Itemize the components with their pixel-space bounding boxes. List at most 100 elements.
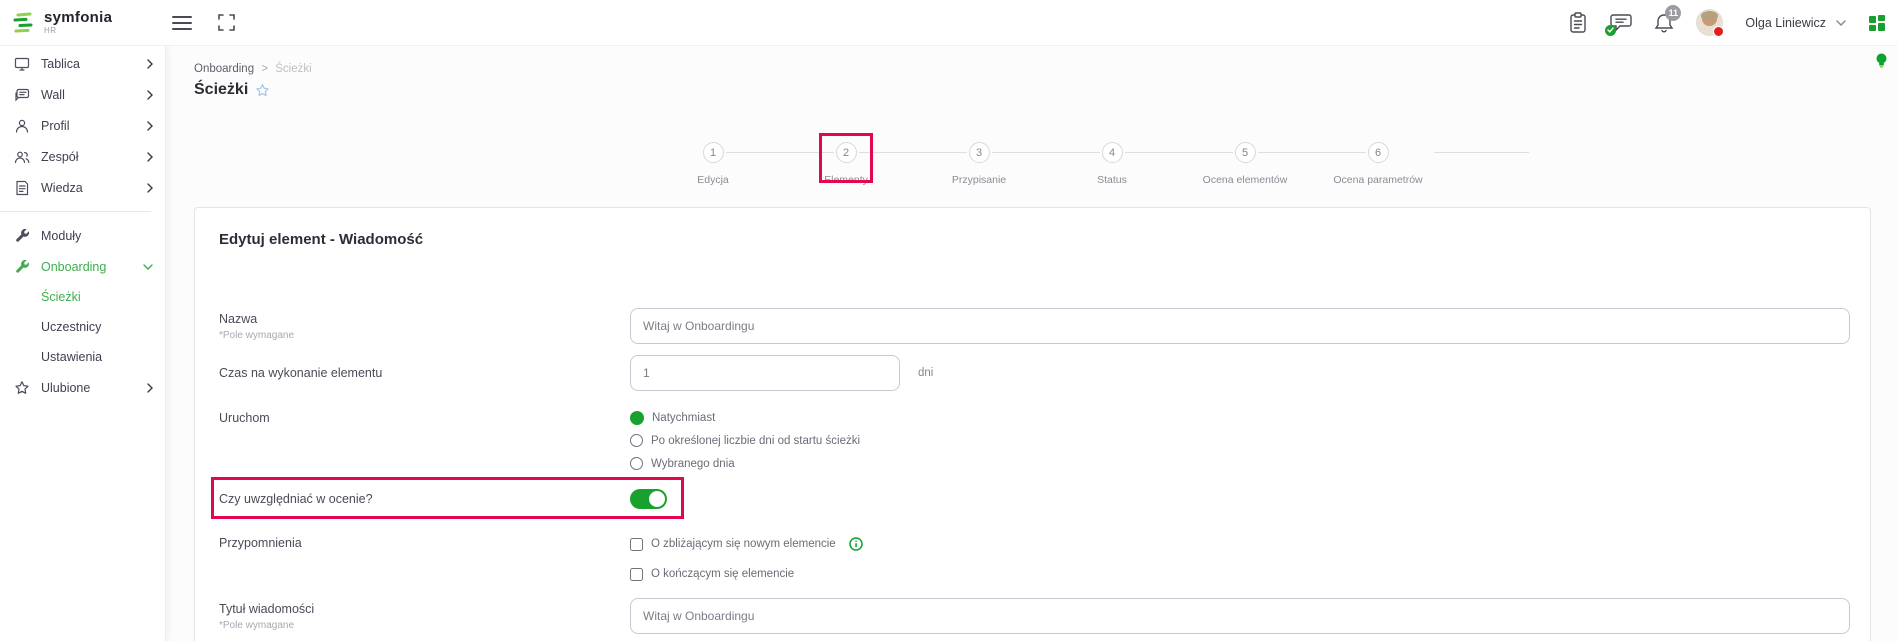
sidebar-item-wall[interactable]: Wall	[0, 79, 165, 110]
chat-icon[interactable]	[1605, 13, 1633, 36]
sidebar-item-label: Ulubione	[41, 380, 91, 395]
sidebar-item-onboarding[interactable]: Onboarding	[0, 251, 165, 282]
user-menu-chevron-down-icon[interactable]	[1836, 19, 1846, 26]
sidebar: Tablica Wall Profil	[0, 46, 166, 641]
field-required-note: *Pole wymagane	[219, 619, 295, 631]
radio-natychmiast[interactable]: Natychmiast	[630, 409, 1850, 426]
chevron-down-icon	[143, 263, 153, 270]
sidebar-item-label: Wiedza	[41, 180, 83, 195]
radio-icon[interactable]	[630, 457, 643, 470]
radio-label: Po określonej liczbie dni od startu ście…	[651, 434, 861, 447]
step-number: 4	[1101, 142, 1123, 163]
sidebar-subitem-uczestnicy[interactable]: Uczestnicy	[41, 320, 102, 334]
chevron-right-icon	[147, 58, 153, 69]
symfonia-logo-icon	[10, 10, 36, 36]
sidebar-subitem-sciezki[interactable]: Ścieżki	[41, 290, 81, 304]
stepper-step-edycja[interactable]: 1 Edycja	[647, 142, 780, 187]
czas-suffix: dni	[918, 367, 934, 379]
stepper-step-status[interactable]: 4 Status	[991, 142, 1179, 187]
field-label: Tytuł wiadomości	[219, 601, 315, 616]
nazwa-input[interactable]	[630, 308, 1850, 344]
sidebar-item-label: Profil	[41, 118, 70, 133]
radio-icon[interactable]	[630, 434, 643, 447]
form-row-czas: Czas na wykonanie elementu dni	[219, 355, 1850, 391]
chevron-right-icon	[147, 89, 153, 100]
sidebar-item-label: Onboarding	[41, 259, 107, 274]
sidebar-item-moduly[interactable]: Moduły	[0, 220, 165, 251]
ocena-toggle[interactable]	[630, 489, 667, 509]
step-label: Elementy	[824, 174, 868, 186]
notifications-bell-icon[interactable]: 11	[1654, 4, 1682, 34]
stepper-step-ocena-elementow[interactable]: 5 Ocena elementów	[1124, 142, 1312, 187]
sidebar-item-label: Tablica	[41, 56, 80, 71]
hamburger-menu-icon[interactable]	[172, 12, 192, 34]
fullscreen-icon[interactable]	[218, 14, 235, 31]
form-row-uruchom: Uruchom Natychmiast Po określonej liczbi…	[219, 409, 1850, 472]
form-row-nazwa: Nazwa *Pole wymagane	[219, 308, 1850, 344]
sidebar-item-profil[interactable]: Profil	[0, 110, 165, 141]
checkbox-label: O kończącym się elemencie	[651, 568, 795, 580]
breadcrumb-current: Ścieżki	[275, 63, 312, 75]
breadcrumb-separator: >	[261, 63, 269, 75]
edit-element-card: Edytuj element - Wiadomość Nazwa *Pole w…	[194, 207, 1871, 641]
breadcrumb-parent[interactable]: Onboarding	[194, 63, 255, 75]
page-title: Ścieżki	[194, 81, 249, 98]
checkbox-icon[interactable]	[630, 537, 643, 551]
wrench-icon	[14, 259, 30, 275]
tasks-clipboard-icon[interactable]	[1568, 11, 1588, 34]
board-icon	[14, 56, 30, 72]
wrench-icon	[14, 228, 30, 244]
stepper-step-przypisanie[interactable]: 3 Przypisanie	[858, 142, 1046, 187]
stepper: 1 Edycja 2 Elementy 3 Przypisanie 4 Stat…	[194, 133, 1897, 187]
sidebar-item-zespol[interactable]: Zespół	[0, 141, 165, 172]
user-avatar[interactable]	[1696, 9, 1725, 37]
radio-selected-icon[interactable]	[630, 410, 644, 425]
hint-lightbulb-icon[interactable]	[1875, 53, 1888, 69]
field-label: Uruchom	[219, 411, 270, 425]
favorite-star-icon[interactable]	[255, 83, 270, 98]
step-number: 3	[968, 142, 990, 163]
brand-name: symfonia	[44, 9, 113, 26]
field-required-note: *Pole wymagane	[219, 329, 295, 341]
step-label: Ocena parametrów	[1333, 174, 1423, 186]
step-number: 5	[1234, 142, 1256, 163]
notifications-count-badge: 11	[1665, 4, 1682, 21]
checkbox-icon[interactable]	[630, 567, 643, 581]
czas-input[interactable]	[630, 355, 900, 391]
stepper-step-ocena-parametrow[interactable]: 6 Ocena parametrów	[1257, 142, 1529, 187]
sidebar-item-label: Wall	[41, 87, 65, 102]
sidebar-divider	[0, 211, 151, 212]
brand-logo[interactable]: symfonia HR	[10, 10, 160, 36]
user-name[interactable]: Olga Liniewicz	[1745, 15, 1826, 30]
chevron-right-icon	[147, 182, 153, 193]
card-heading: Edytuj element - Wiadomość	[219, 231, 424, 248]
form-row-przypomnienia: Przypomnienia O zbliżającym się nowym el…	[219, 536, 1850, 582]
field-label: Czas na wykonanie elementu	[219, 365, 383, 380]
brand-subtitle: HR	[44, 26, 57, 35]
sidebar-item-wiedza[interactable]: Wiedza	[0, 172, 165, 203]
sidebar-item-ulubione[interactable]: Ulubione	[0, 372, 165, 403]
form-row-ocena: Czy uwzględniać w ocenie?	[211, 477, 1850, 519]
sidebar-item-tablica[interactable]: Tablica	[0, 48, 165, 79]
tytul-input[interactable]	[630, 598, 1850, 634]
checkbox-konczacym-elemencie[interactable]: O kończącym się elemencie	[630, 566, 1850, 582]
chat-status-badge	[1605, 24, 1617, 36]
topbar: symfonia HR	[0, 0, 1897, 46]
sidebar-item-label: Zespół	[41, 149, 79, 164]
radio-label: Wybranego dnia	[651, 457, 735, 470]
info-icon[interactable]	[848, 537, 863, 551]
radio-wybranego-dnia[interactable]: Wybranego dnia	[630, 455, 1850, 472]
field-label: Nazwa	[219, 311, 258, 326]
step-number: 6	[1367, 142, 1389, 163]
step-label: Edycja	[697, 174, 729, 186]
stepper-step-elementy[interactable]: 2 Elementy	[725, 133, 913, 187]
wall-chat-icon	[14, 87, 30, 103]
radio-po-okreslonej-liczbie-dni[interactable]: Po określonej liczbie dni od startu ście…	[630, 432, 1850, 449]
checkbox-zblizajacym-elemencie[interactable]: O zbliżającym się nowym elemencie	[630, 536, 1850, 552]
apps-grid-icon[interactable]	[1868, 14, 1886, 32]
step-number: 1	[702, 142, 724, 163]
sidebar-item-label: Moduły	[41, 228, 82, 243]
field-label: Przypomnienia	[219, 536, 302, 550]
sidebar-subitem-ustawienia[interactable]: Ustawienia	[41, 350, 103, 364]
step-label: Przypisanie	[951, 174, 1007, 186]
